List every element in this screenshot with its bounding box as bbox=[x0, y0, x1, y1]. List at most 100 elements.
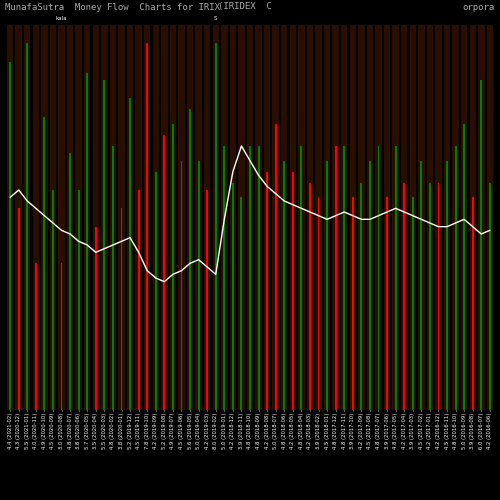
Bar bbox=[463, 270, 465, 410]
Bar bbox=[369, 300, 371, 410]
Bar bbox=[84, 25, 90, 410]
Bar bbox=[334, 146, 336, 410]
Bar bbox=[376, 25, 382, 410]
Bar bbox=[95, 226, 96, 410]
Bar bbox=[44, 270, 46, 410]
Bar bbox=[386, 198, 388, 410]
Bar bbox=[292, 172, 294, 410]
Bar bbox=[394, 292, 396, 410]
Text: S: S bbox=[214, 16, 218, 21]
Bar bbox=[454, 292, 456, 410]
Bar bbox=[196, 25, 202, 410]
Bar bbox=[480, 80, 482, 410]
Bar bbox=[129, 264, 131, 410]
Bar bbox=[470, 25, 476, 410]
Bar bbox=[410, 25, 416, 410]
Bar bbox=[172, 124, 174, 410]
Bar bbox=[9, 234, 11, 410]
Bar bbox=[378, 146, 380, 410]
Bar bbox=[298, 25, 304, 410]
Text: orpora: orpora bbox=[463, 2, 495, 12]
Bar bbox=[232, 182, 234, 410]
Bar bbox=[452, 25, 459, 410]
Bar bbox=[326, 300, 328, 410]
Bar bbox=[16, 25, 22, 410]
Bar bbox=[41, 25, 48, 410]
Bar bbox=[172, 270, 174, 410]
Bar bbox=[52, 190, 54, 410]
Bar bbox=[69, 292, 71, 410]
Bar bbox=[238, 25, 244, 410]
Bar bbox=[438, 318, 440, 410]
Bar bbox=[352, 330, 354, 410]
Bar bbox=[18, 330, 20, 410]
Bar bbox=[384, 25, 390, 410]
Bar bbox=[187, 25, 193, 410]
Bar bbox=[489, 318, 491, 410]
Bar bbox=[26, 220, 28, 410]
Bar bbox=[104, 80, 106, 410]
Bar bbox=[281, 25, 287, 410]
Bar bbox=[366, 25, 373, 410]
Bar bbox=[290, 25, 296, 410]
Bar bbox=[112, 146, 114, 410]
Bar bbox=[86, 245, 88, 410]
Bar bbox=[240, 330, 242, 410]
Bar bbox=[32, 25, 39, 410]
Bar bbox=[189, 110, 191, 410]
Bar bbox=[86, 72, 88, 410]
Bar bbox=[230, 25, 236, 410]
Bar bbox=[129, 98, 131, 410]
Bar bbox=[300, 146, 302, 410]
Bar bbox=[444, 25, 450, 410]
Bar bbox=[309, 182, 311, 410]
Bar bbox=[300, 292, 302, 410]
Bar bbox=[221, 25, 228, 410]
Bar bbox=[266, 308, 268, 410]
Text: (IRIDEX  C: (IRIDEX C bbox=[218, 2, 272, 12]
Text: MunafaSutra  Money Flow  Charts for IRIX: MunafaSutra Money Flow Charts for IRIX bbox=[5, 2, 220, 12]
Bar bbox=[412, 330, 414, 410]
Bar bbox=[478, 25, 484, 410]
Bar bbox=[198, 160, 200, 410]
Bar bbox=[44, 116, 46, 410]
Bar bbox=[454, 146, 456, 410]
Bar bbox=[486, 25, 493, 410]
Bar bbox=[318, 330, 320, 410]
Bar bbox=[404, 182, 405, 410]
Bar bbox=[472, 198, 474, 410]
Bar bbox=[78, 314, 80, 410]
Bar bbox=[386, 330, 388, 410]
Bar bbox=[18, 208, 20, 410]
Bar bbox=[352, 198, 354, 410]
Bar bbox=[292, 308, 294, 410]
Bar bbox=[204, 25, 210, 410]
Text: kala: kala bbox=[56, 16, 68, 21]
Bar bbox=[224, 282, 225, 410]
Bar bbox=[360, 182, 362, 410]
Bar bbox=[127, 25, 134, 410]
Bar bbox=[155, 172, 156, 410]
Bar bbox=[369, 160, 371, 410]
Bar bbox=[446, 300, 448, 410]
Bar bbox=[52, 318, 54, 410]
Bar bbox=[138, 190, 140, 410]
Bar bbox=[435, 25, 442, 410]
Bar bbox=[110, 25, 116, 410]
Bar bbox=[240, 198, 242, 410]
Bar bbox=[60, 358, 62, 410]
Bar bbox=[26, 44, 28, 410]
Bar bbox=[180, 160, 182, 410]
Bar bbox=[429, 182, 431, 410]
Bar bbox=[180, 292, 182, 410]
Bar bbox=[164, 135, 166, 410]
Bar bbox=[461, 25, 468, 410]
Bar bbox=[249, 146, 251, 410]
Bar bbox=[326, 160, 328, 410]
Bar bbox=[152, 25, 159, 410]
Bar bbox=[344, 292, 345, 410]
Bar bbox=[92, 25, 99, 410]
Bar bbox=[35, 355, 37, 410]
Bar bbox=[256, 25, 262, 410]
Bar bbox=[309, 318, 311, 410]
